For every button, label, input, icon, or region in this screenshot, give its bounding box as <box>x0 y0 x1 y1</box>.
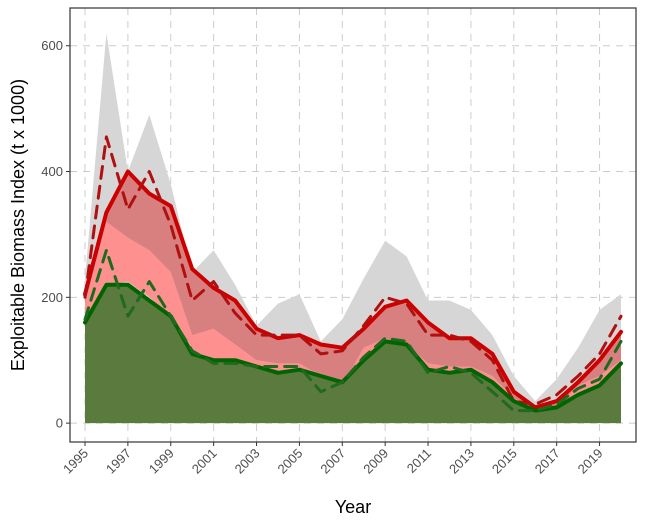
y-tick-label: 0 <box>56 416 63 431</box>
band-area-3 <box>85 171 621 408</box>
y-axis: 0 200 400 600 <box>41 38 70 431</box>
series-lines <box>83 135 623 413</box>
series-line-2 <box>83 135 623 406</box>
x-tick-label: 2001 <box>189 446 220 477</box>
x-tick-label: 2005 <box>274 446 305 477</box>
x-tick-label: 2015 <box>489 446 520 477</box>
x-tick-label: 1999 <box>146 446 177 477</box>
y-axis-title: Exploitable Biomass Index (t x 1000) <box>8 79 28 371</box>
x-tick-label: 1997 <box>103 446 134 477</box>
x-axis-title: Year <box>335 497 371 517</box>
x-tick-label: 2017 <box>532 446 563 477</box>
x-tick-label: 2007 <box>317 446 348 477</box>
x-tick-label: 2011 <box>404 446 434 476</box>
x-tick-label: 2009 <box>360 446 391 477</box>
x-tick-label: 1995 <box>60 446 91 477</box>
series-line-4 <box>83 248 623 413</box>
x-axis: 1995 1997 1999 2001 2003 2005 2007 2009 2011 2013… <box>60 442 606 477</box>
x-tick-label: 2003 <box>232 446 263 477</box>
y-tick-label: 400 <box>41 164 63 179</box>
y-tick-label: 600 <box>41 38 63 53</box>
plot-border <box>69 7 637 443</box>
x-tick-label: 2013 <box>446 446 477 477</box>
y-tick-label: 200 <box>41 290 63 305</box>
x-tick-label: 2019 <box>575 446 606 477</box>
